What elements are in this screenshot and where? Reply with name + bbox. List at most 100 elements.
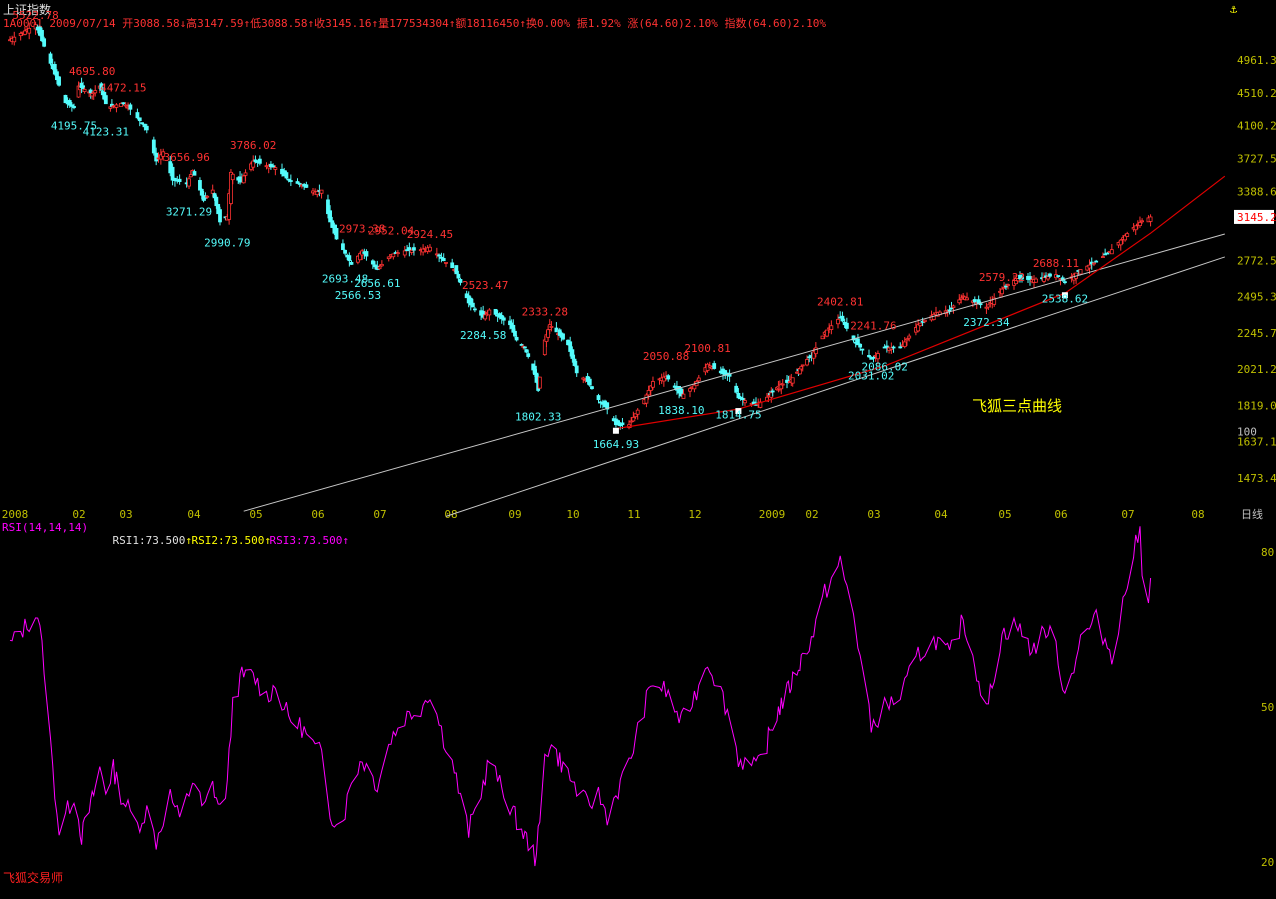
rsi-tick-label: 80 <box>1261 546 1274 559</box>
candle-body <box>218 209 222 223</box>
swing-high-label: 3786.02 <box>230 139 276 152</box>
candle-body <box>456 273 461 279</box>
candle-body <box>646 390 651 396</box>
candle-body <box>805 359 809 366</box>
swing-low-label: 1664.93 <box>593 438 639 451</box>
candle-body <box>1006 284 1010 286</box>
candle-body <box>473 308 477 311</box>
candle-body <box>807 356 812 359</box>
candle-body <box>951 305 956 308</box>
swing-high-label: 2402.81 <box>817 296 863 309</box>
candle-body <box>644 394 649 404</box>
candle-body <box>154 152 159 162</box>
candle-body <box>616 420 621 426</box>
candle-body <box>978 303 983 306</box>
candle-body <box>1048 273 1052 277</box>
candle-body <box>379 264 384 267</box>
candle-body <box>1101 256 1105 258</box>
candle-body <box>1002 287 1006 290</box>
candle-body <box>273 167 278 170</box>
candle-body <box>358 253 362 261</box>
candle-body <box>1020 276 1024 280</box>
candle-body <box>161 151 166 157</box>
candle-body <box>884 345 889 349</box>
swing-low-label: 3271.29 <box>166 205 212 218</box>
candle-body <box>542 339 547 356</box>
channel-upper-line <box>243 233 1225 512</box>
candle-body <box>81 85 85 89</box>
candle-body <box>27 27 32 34</box>
candle-body <box>546 329 551 338</box>
swing-low-label: 2656.61 <box>354 277 400 290</box>
price-tick-label: 2021.2 <box>1237 363 1276 376</box>
candle-body <box>205 195 210 198</box>
volume-axis-label: 100 <box>1237 426 1257 439</box>
candle-body <box>364 251 369 257</box>
candle-body <box>949 307 954 310</box>
swing-low-label: 1814.75 <box>715 408 761 421</box>
price-tick-label: 2495.3 <box>1237 291 1276 304</box>
candle-body <box>499 315 504 320</box>
date-tick-label: 日线 <box>1241 507 1263 521</box>
price-tick-label: 4510.2 <box>1237 87 1276 100</box>
price-tick-label: 4961.3 <box>1237 54 1276 67</box>
candle-body <box>483 314 488 320</box>
swing-high-label: 3656.96 <box>163 151 209 164</box>
date-tick-label: 04 <box>934 508 948 521</box>
price-tick-label: 3727.5 <box>1237 152 1276 165</box>
candle-body <box>187 178 191 187</box>
candle-body <box>69 104 74 107</box>
swing-high-label: 2333.28 <box>522 306 568 319</box>
candle-body <box>572 358 577 366</box>
anchor-icon[interactable]: ⚓ <box>1230 2 1238 16</box>
candle-body <box>734 385 739 393</box>
candle-body <box>330 220 335 228</box>
price-tick-label: 1473.4 <box>1237 472 1276 485</box>
candle-body <box>596 395 601 401</box>
candle-body <box>470 302 475 308</box>
candle-body <box>386 256 391 259</box>
candle-body <box>103 95 108 105</box>
candle-body <box>144 125 149 131</box>
candle-body <box>173 177 177 182</box>
candle-body <box>1004 285 1008 288</box>
candle-body <box>858 343 863 348</box>
swing-low-label: 1838.10 <box>658 404 704 417</box>
candle-body <box>840 315 845 322</box>
candle-body <box>158 154 163 160</box>
candle-body <box>391 253 396 258</box>
candle-body <box>170 166 175 181</box>
candle-body <box>965 297 969 301</box>
date-tick-label: 2009 <box>759 508 786 521</box>
candle-body <box>458 279 463 283</box>
candle-body <box>661 376 666 382</box>
curve-anchor-marker <box>612 427 619 434</box>
candle-body <box>271 165 276 168</box>
candle-body <box>618 424 623 427</box>
candle-body <box>402 250 407 256</box>
candle-body <box>712 363 717 369</box>
swing-high-label: 2100.81 <box>684 342 730 355</box>
rsi1-value: RSI1:73.500↑ <box>112 534 192 547</box>
three-point-curve <box>615 175 1226 430</box>
candle-body <box>421 248 425 253</box>
swing-low-label: 2538.62 <box>1042 293 1088 306</box>
candle-body <box>1034 278 1038 283</box>
candle-body <box>487 309 492 316</box>
curve-anchor-marker <box>1061 292 1068 299</box>
candle-body <box>48 53 53 64</box>
candle-body <box>825 329 829 337</box>
candle-body <box>891 346 896 349</box>
candle-body <box>284 172 289 179</box>
candle-body <box>679 388 684 397</box>
swing-low-label: 4195.75 <box>51 120 97 133</box>
candle-body <box>230 173 235 181</box>
date-tick-label: 2008 <box>2 508 29 521</box>
date-tick-label: 11 <box>627 508 640 521</box>
candle-body <box>454 265 459 275</box>
swing-low-label: 2284.58 <box>460 329 506 342</box>
candle-body <box>635 409 640 415</box>
rsi2-value: RSI2:73.500↑ <box>191 534 271 547</box>
candle-body <box>1140 220 1144 223</box>
